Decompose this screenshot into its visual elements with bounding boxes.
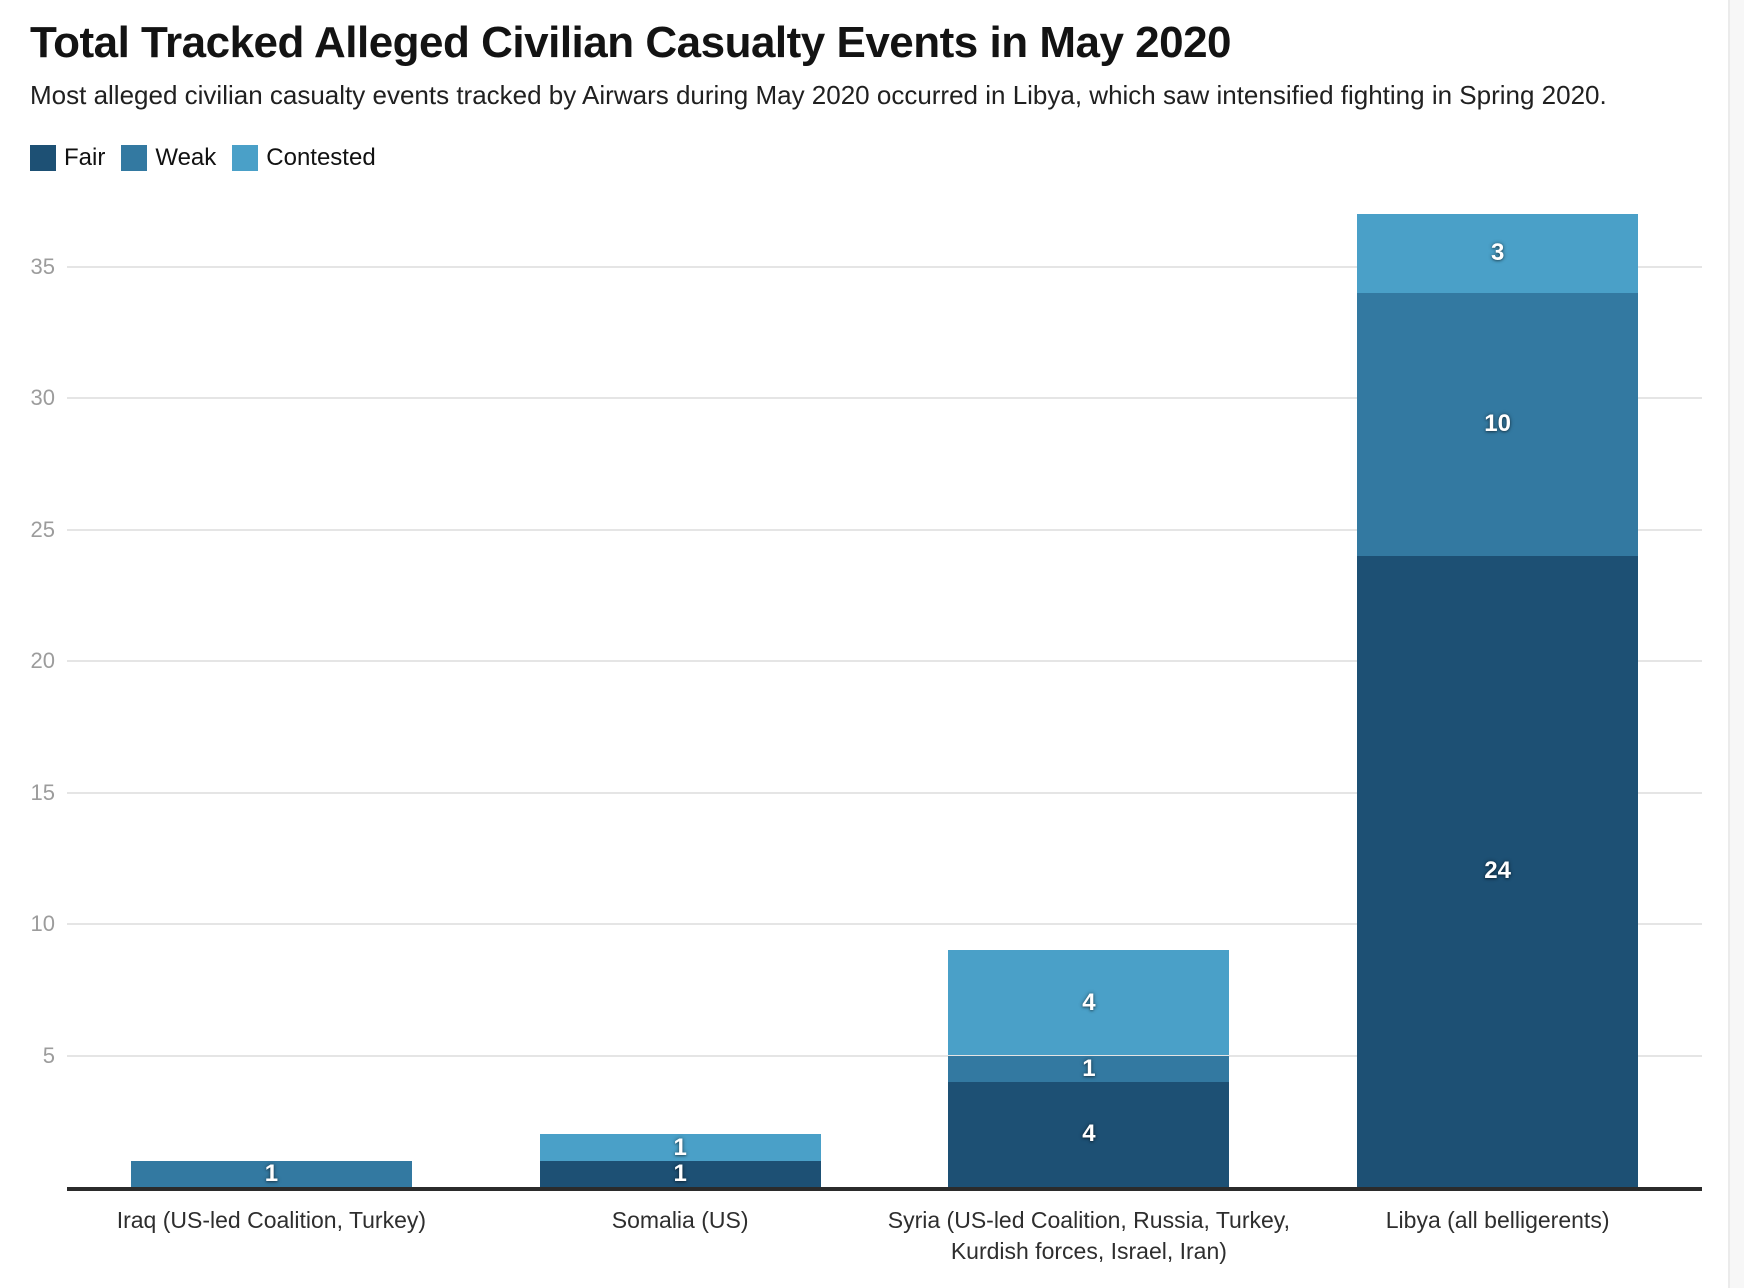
legend-item-fair: Fair [30,144,105,172]
bar-segment-fair-category-3[interactable]: 24 [1357,555,1639,1187]
y-axis-tick-label: 25 [30,516,55,542]
bar-value-label: 1 [264,1159,279,1187]
chart-subtitle: Most alleged civilian casualty events tr… [30,80,1607,110]
legend-swatch-contested [232,145,259,171]
legend: Fair Weak Contested [30,144,392,172]
bar-segment-weak-category-2[interactable]: 1 [948,1054,1230,1082]
x-axis-category-label: Syria (US-led Coalition, Russia, Turkey,… [887,1207,1290,1265]
gridline-15 [67,791,1702,794]
bar-segment-weak-category-0[interactable]: 1 [130,1159,412,1187]
y-axis-tick-label: 35 [30,253,55,279]
legend-label: Contested [266,144,376,171]
gridline-20 [67,660,1702,662]
bar-value-label: 24 [1484,857,1511,885]
bar-segment-fair-category-2[interactable]: 4 [948,1081,1230,1187]
bar-value-label: 4 [1082,1120,1096,1148]
gridline-35 [67,265,1702,268]
bar-segment-weak-category-3[interactable]: 10 [1357,292,1639,556]
chart-title: Total Tracked Alleged Civilian Casualty … [30,18,1232,67]
y-axis-tick-label: 10 [30,911,55,936]
y-axis-tick-label: 15 [30,779,55,805]
bar-value-label: 10 [1484,410,1511,438]
y-axis-tick-label: 30 [30,385,55,410]
y-axis-tick-label: 20 [30,648,55,673]
gridline-10 [67,923,1702,925]
bar-value-label: 1 [673,1159,687,1187]
bar-value-label: 4 [1082,988,1096,1016]
legend-swatch-weak [121,145,148,171]
gridline-5 [67,1054,1702,1057]
gridline-25 [67,528,1702,531]
legend-item-contested: Contested [232,144,376,172]
legend-label: Weak [155,144,217,171]
bar-segment-contested-category-2[interactable]: 4 [948,950,1230,1056]
gridline-30 [67,397,1702,399]
bar-segment-fair-category-1[interactable]: 1 [539,1159,821,1187]
x-axis-line [67,1187,1702,1191]
legend-item-weak: Weak [121,144,216,172]
bar-value-label: 1 [1082,1054,1096,1082]
x-axis-category-label: Iraq (US-led Coalition, Turkey) [116,1207,427,1233]
bar-value-label: 3 [1490,239,1505,267]
bar-value-label: 1 [673,1133,687,1161]
x-axis-category-label: Somalia (US) [611,1207,749,1233]
x-axis-category-label: Libya (all belligerents) [1385,1207,1610,1233]
legend-swatch-fair [30,145,56,171]
bar-segment-contested-category-3[interactable]: 3 [1357,213,1639,293]
y-axis-tick-label: 5 [42,1042,55,1068]
scrollbar-track[interactable] [1728,0,1744,1288]
legend-label: Fair [64,144,106,171]
bar-segment-contested-category-1[interactable]: 1 [539,1133,821,1161]
